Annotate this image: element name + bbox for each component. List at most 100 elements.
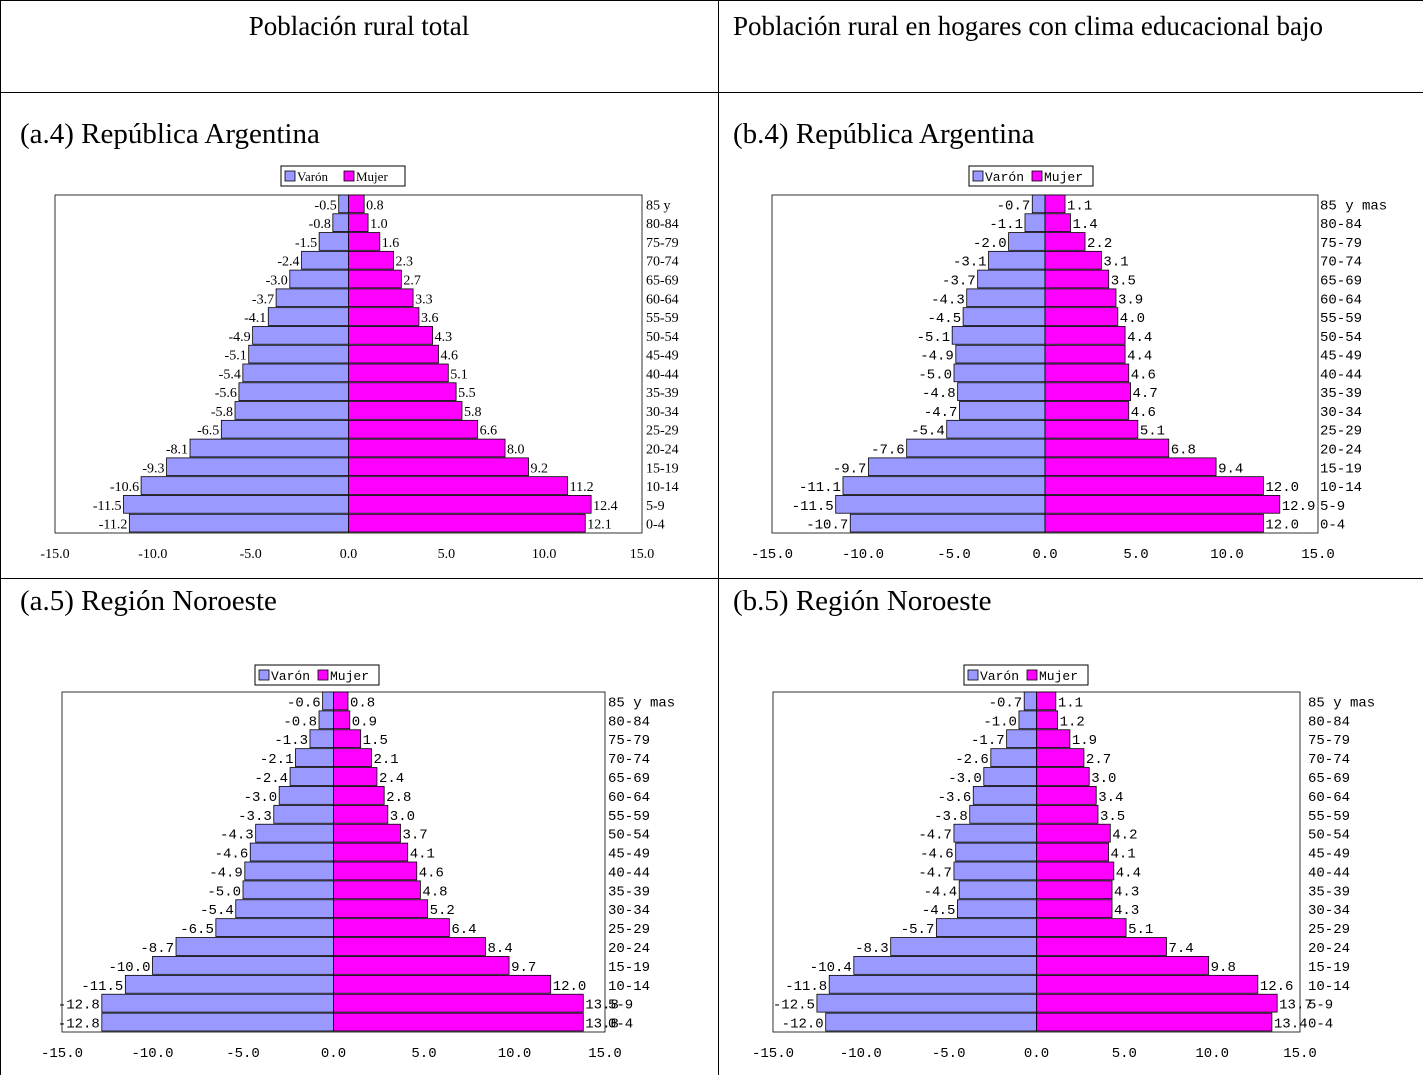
table-border-middle [0,578,1423,579]
x-tick-label: -10.0 [842,547,884,563]
data-label-male: -1.1 [989,217,1023,233]
bar-male [244,861,334,881]
category-label: 40-44 [1308,865,1350,881]
x-tick-label: 10.0 [498,1046,532,1062]
bar-female [1036,823,1111,843]
data-label-female: 9.4 [1218,461,1243,477]
bar-female [1044,419,1139,439]
data-label-female: 8.0 [507,443,525,458]
bar-male [972,786,1037,805]
bar-female [1036,918,1127,937]
bar-female [1036,993,1278,1013]
data-label-male: -3.6 [938,790,972,806]
bar-male [958,880,1037,900]
legend-label-male: Varón [297,169,329,184]
data-label-male: -11.1 [799,480,841,496]
legend-label-female: Mujer [1044,170,1083,185]
category-label: 75-79 [646,236,679,251]
category-label: 55-59 [1320,311,1362,327]
bar-female [348,194,365,214]
data-label-female: 1.0 [370,217,388,232]
bar-male [215,918,334,937]
data-label-male: -7.6 [871,443,905,459]
category-label: 40-44 [1320,367,1362,383]
bar-male [990,748,1037,767]
data-label-female: 0.9 [352,714,377,730]
data-label-female: 2.8 [386,790,411,806]
data-label-female: 13.4 [1274,1017,1308,1033]
bar-male [983,767,1037,786]
category-label: 40-44 [608,865,650,881]
category-label: 0-4 [646,518,665,533]
category-label: 10-14 [1308,979,1350,995]
data-label-male: -5.6 [215,386,237,401]
data-label-female: 8.4 [488,941,513,957]
data-label-male: -4.9 [228,330,250,345]
data-label-female: 6.6 [480,424,498,439]
category-label: 80-84 [1308,714,1350,730]
data-label-female: 4.3 [1114,903,1139,919]
x-tick-label: -5.0 [240,547,262,562]
data-label-male: -1.5 [295,236,317,251]
bar-female [348,250,394,270]
data-label-female: 1.5 [363,733,388,749]
table-border-center [718,0,719,1075]
x-tick-label: 0.0 [1024,1046,1049,1062]
category-label: 75-79 [1308,733,1350,749]
data-label-female: 5.1 [1140,424,1165,440]
bar-male [248,344,349,364]
bar-male [166,457,349,477]
data-label-male: -5.1 [225,349,247,364]
legend-label-male: Varón [980,669,1019,684]
category-label: 45-49 [1320,349,1362,365]
panel-title-b4: (b.4) República Argentina [733,118,1035,150]
bar-male [953,861,1037,881]
bar-female [1044,194,1066,214]
data-label-male: -5.1 [917,330,951,346]
bar-female [333,691,349,711]
bar-female [348,326,434,345]
bar-male [988,250,1046,270]
legend-swatch-female [1026,669,1038,681]
data-label-female: 4.7 [1133,386,1158,402]
bar-male [951,326,1046,345]
x-tick-label: -5.0 [937,547,971,563]
legend-label-male: Varón [985,170,1024,185]
category-label: 50-54 [646,330,679,345]
data-label-male: -5.4 [911,424,945,440]
bar-male [890,937,1037,956]
data-label-male: -11.2 [99,518,128,533]
category-label: 85 y [646,198,671,213]
data-label-female: 6.8 [1171,443,1196,459]
data-label-male: -0.7 [989,695,1023,711]
bar-male [1031,194,1046,214]
category-label: 25-29 [646,424,679,439]
data-label-female: 4.1 [1111,847,1136,863]
data-label-female: 1.6 [382,236,400,251]
bar-female [348,363,449,383]
bar-male [124,974,334,994]
data-label-female: 9.7 [511,960,536,976]
bar-female [1036,804,1099,824]
data-label-male: -10.7 [806,518,848,534]
bar-male [835,495,1046,514]
data-label-female: 4.0 [1120,311,1145,327]
bar-female [348,513,586,533]
x-tick-label: 10.0 [532,547,557,562]
data-label-female: 0.8 [350,695,375,711]
data-label-female: 9.2 [531,461,549,476]
bar-female [1044,363,1130,383]
category-label: 85 y mas [608,695,675,711]
bar-female [1044,213,1071,232]
data-label-female: 3.0 [1091,771,1116,787]
data-label-female: 1.1 [1058,695,1083,711]
bar-female [1036,974,1259,994]
data-label-male: -3.3 [238,809,272,825]
data-label-male: -8.7 [140,941,174,957]
data-label-female: 13.8 [585,1017,619,1033]
bar-female [333,937,486,956]
category-label: 0-4 [1308,1017,1333,1033]
bar-male [289,269,349,289]
data-label-male: -4.4 [924,884,958,900]
category-label: 20-24 [646,443,679,458]
